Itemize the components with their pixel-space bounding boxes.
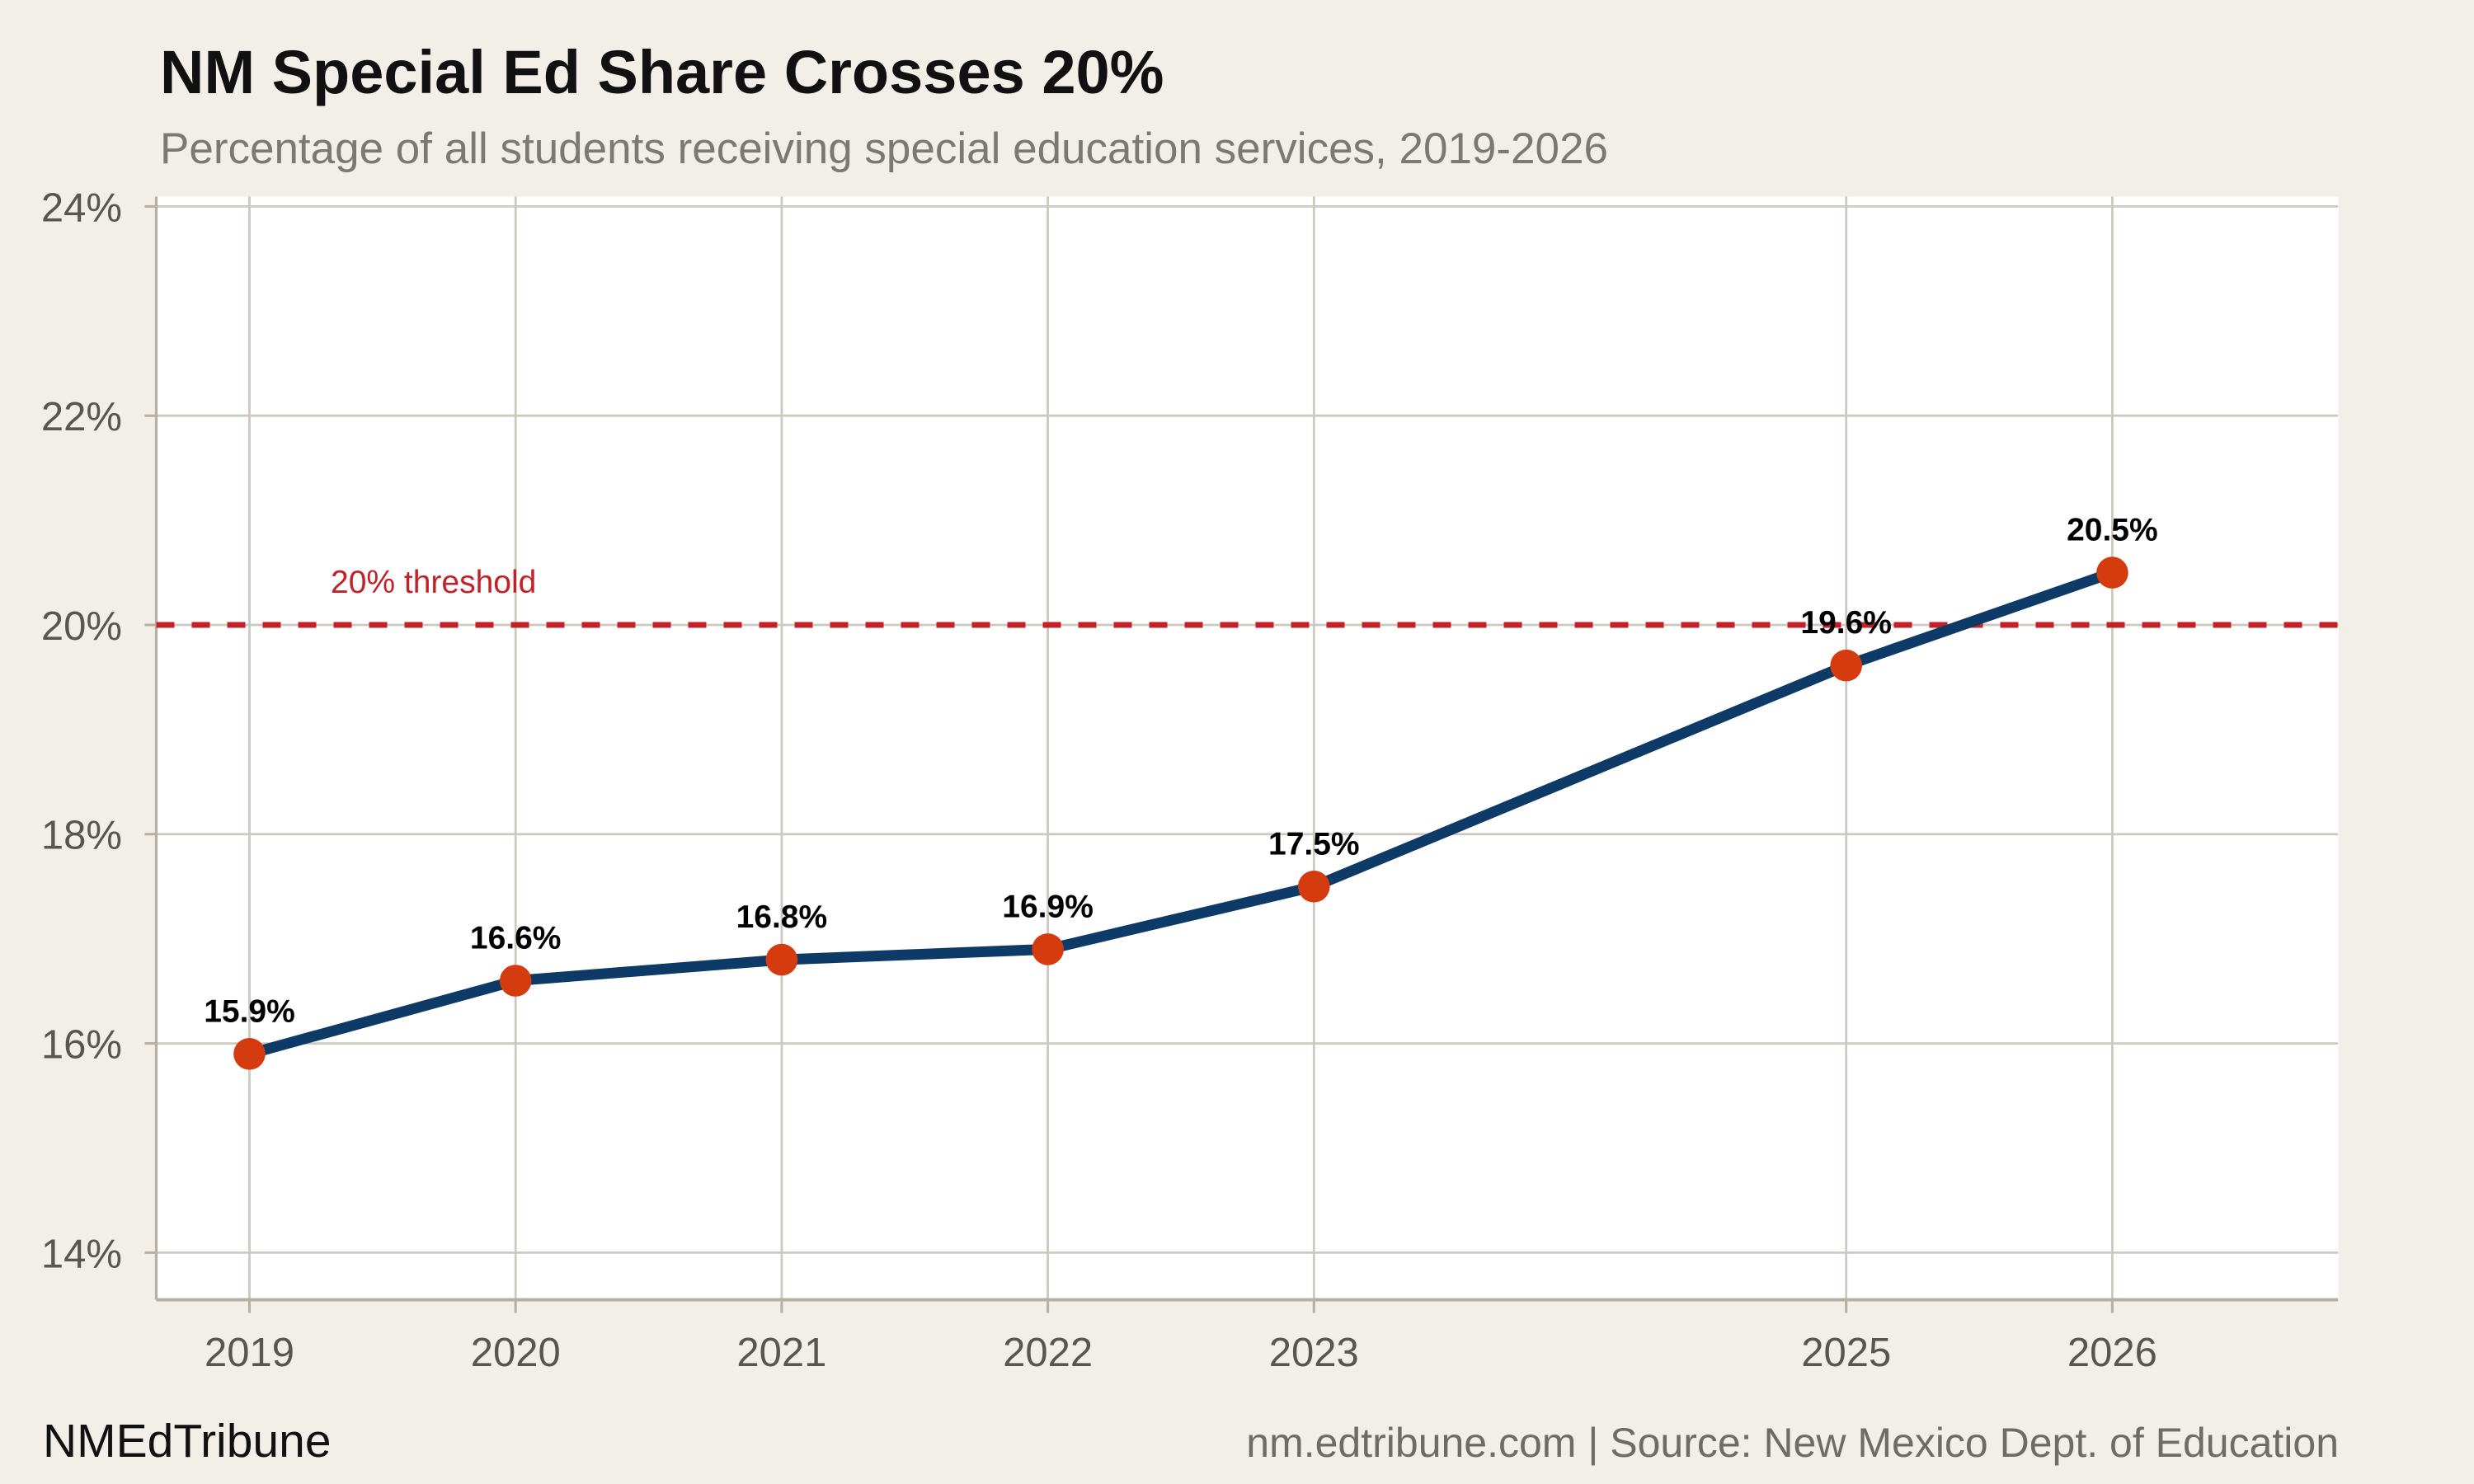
svg-text:20.5%: 20.5%	[2067, 513, 2158, 548]
svg-text:Percentage of all students rec: Percentage of all students receiving spe…	[160, 124, 1608, 173]
svg-text:16.6%: 16.6%	[470, 921, 562, 956]
svg-text:NMEdTribune: NMEdTribune	[43, 1415, 332, 1468]
svg-text:20% threshold: 20% threshold	[331, 565, 536, 600]
svg-text:NM Special Ed Share Crosses 20: NM Special Ed Share Crosses 20%	[160, 38, 1164, 106]
svg-text:18%: 18%	[41, 814, 122, 858]
svg-text:2023: 2023	[1269, 1331, 1359, 1375]
svg-text:20%: 20%	[41, 604, 122, 649]
svg-text:14%: 14%	[41, 1232, 122, 1276]
svg-text:24%: 24%	[41, 186, 122, 230]
svg-text:2020: 2020	[471, 1331, 561, 1375]
svg-text:nm.edtribune.com | Source: New: nm.edtribune.com | Source: New Mexico De…	[1246, 1420, 2339, 1466]
svg-text:2025: 2025	[1801, 1331, 1891, 1375]
svg-text:16.8%: 16.8%	[736, 899, 828, 935]
svg-text:2019: 2019	[205, 1331, 294, 1375]
svg-text:19.6%: 19.6%	[1800, 605, 1892, 641]
svg-text:16%: 16%	[41, 1023, 122, 1068]
svg-text:16.9%: 16.9%	[1002, 889, 1094, 924]
svg-text:2021: 2021	[736, 1331, 826, 1375]
svg-text:15.9%: 15.9%	[204, 993, 295, 1029]
svg-text:22%: 22%	[41, 395, 122, 439]
svg-text:17.5%: 17.5%	[1268, 826, 1360, 862]
svg-text:2026: 2026	[2067, 1331, 2157, 1375]
svg-text:2022: 2022	[1003, 1331, 1093, 1375]
